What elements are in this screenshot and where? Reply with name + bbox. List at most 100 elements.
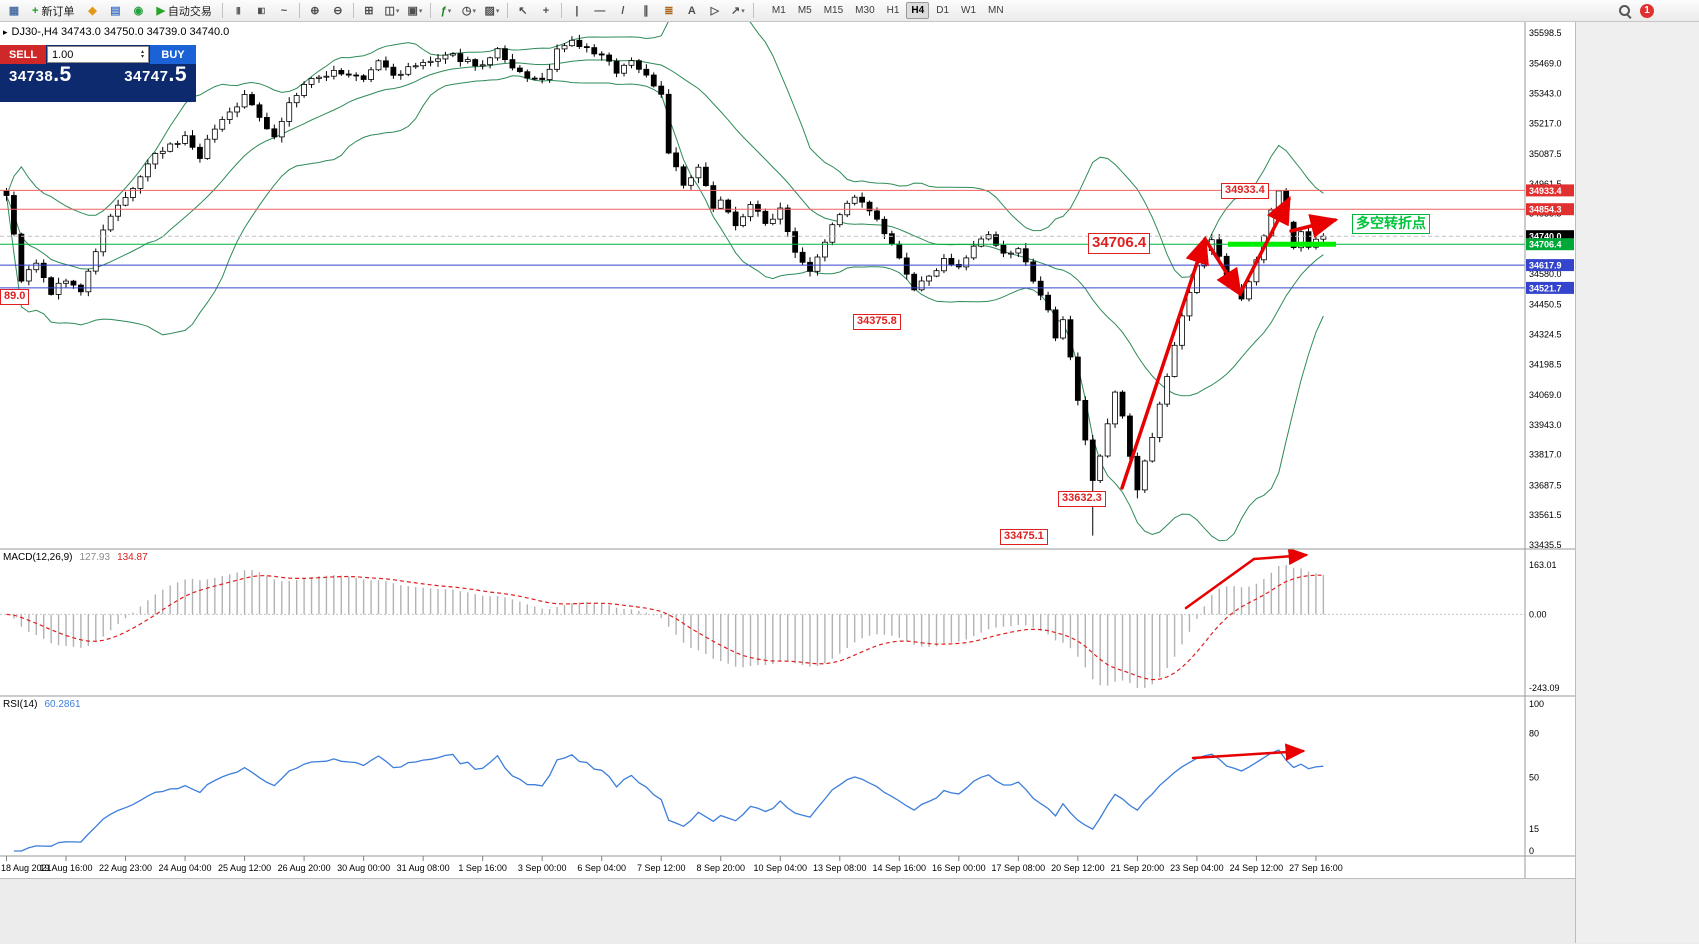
cursor-icon-glyph: ↖ [518, 5, 528, 17]
timeframe-m15[interactable]: M15 [823, 5, 844, 16]
svg-text:7 Sep 12:00: 7 Sep 12:00 [637, 863, 686, 873]
timeframe-m5[interactable]: M5 [797, 5, 812, 16]
svg-text:34706.4: 34706.4 [1529, 240, 1562, 250]
indicators-icon-glyph: ƒ [440, 4, 447, 17]
spinner-down-icon[interactable]: ▾ [140, 53, 144, 60]
volume-stepper[interactable]: 1.00 ▴ ▾ [47, 46, 149, 63]
bollinger-lower-band [6, 75, 1324, 542]
crosshair-icon[interactable]: + [535, 1, 557, 21]
svg-text:35598.5: 35598.5 [1529, 28, 1562, 38]
price-callout: 89.0 [0, 289, 30, 305]
search-icon[interactable] [1618, 4, 1632, 18]
profiles-icon[interactable]: ▤ [104, 1, 126, 21]
timeframe-m1[interactable]: M1 [771, 5, 786, 16]
cursor-icon[interactable]: ↖ [512, 1, 534, 21]
rsi-name: RSI(14) [3, 699, 38, 710]
price-chart[interactable]: 35598.5 35469.0 35343.0 35217.0 35087.5 34961… [0, 22, 1575, 878]
svg-text:26 Aug 20:00: 26 Aug 20:00 [278, 863, 331, 873]
mql5-market-icon[interactable]: ◆ [81, 1, 103, 21]
svg-text:34854.3: 34854.3 [1529, 205, 1562, 215]
macd-name: MACD(12,26,9) [3, 552, 73, 563]
buy-button[interactable]: BUY [150, 45, 196, 64]
arrow-objects-icon[interactable]: ↗ ▾ [727, 1, 749, 21]
rsi-line [13, 749, 1324, 852]
buy-price[interactable]: 34747.5 [124, 64, 187, 85]
timeframe-mn[interactable]: MN [988, 5, 1004, 16]
spinner-up-icon[interactable]: ▴ [140, 48, 144, 55]
svg-text:19 Aug 16:00: 19 Aug 16:00 [39, 863, 92, 873]
one-click-collapse-icon[interactable]: ▸ [3, 26, 8, 37]
tile-windows-icon[interactable]: ⊞ [358, 1, 380, 21]
label-icon[interactable]: ▷ [704, 1, 726, 21]
auto-trading-button-glyph: ▶ [156, 5, 165, 17]
fibonacci-icon[interactable]: ≣ [658, 1, 680, 21]
notification-badge[interactable]: 1 [1640, 3, 1654, 18]
svg-text:3 Sep 00:00: 3 Sep 00:00 [518, 863, 567, 873]
timeframe-h1[interactable]: H1 [886, 5, 900, 16]
toolbar-separator [506, 3, 508, 18]
svg-text:34324.5: 34324.5 [1529, 330, 1562, 340]
cascade-windows-icon[interactable]: ◫ ▾ [381, 1, 403, 21]
macd-trend-arrow [1184, 549, 1309, 610]
main-toolbar: ▦ + 新订单 ◆ ▤ ◉ ▶ 自动交易 ||| ▮▯ ~ ⊕ ⊖ ⊞ ◫ ▾ ▣ ▾ ƒ ▾ ◷ ▾ ▨ ▾ ↖ + | — / ∥ ≣ A… [0, 0, 1699, 22]
price-callout: 34375.8 [853, 314, 901, 330]
horizontal-line-icon[interactable]: — [589, 1, 611, 21]
svg-text:0: 0 [1529, 846, 1534, 856]
channel-icon[interactable]: ∥ [635, 1, 657, 21]
chart-window[interactable]: 35598.5 35469.0 35343.0 35217.0 35087.5 34961… [0, 22, 1575, 878]
volume-value[interactable]: 1.00 [52, 48, 74, 61]
auto-trading-button[interactable]: ▶ 自动交易 [150, 1, 217, 21]
svg-text:17 Sep 08:00: 17 Sep 08:00 [992, 863, 1046, 873]
axis-price-tag [1526, 281, 1574, 294]
toolbar-separator [352, 3, 354, 18]
ohlc-bars-icon[interactable]: ||| [227, 1, 249, 21]
macd-signal-line [6, 574, 1324, 681]
indicators-icon[interactable]: ƒ ▾ [435, 1, 457, 21]
trend-arrow [1120, 235, 1209, 490]
templates-icon-glyph: ▨ [484, 5, 495, 17]
sell-price[interactable]: 34738.5 [9, 64, 72, 85]
trendline-icon[interactable]: / [612, 1, 634, 21]
svg-text:34961.5: 34961.5 [1529, 179, 1562, 189]
svg-text:13 Sep 08:00: 13 Sep 08:00 [813, 863, 867, 873]
sell-button[interactable]: SELL [0, 45, 46, 64]
timeframe-d1[interactable]: D1 [936, 5, 950, 16]
rsi-value: 60.2861 [44, 699, 81, 710]
macd-indicator-label: MACD(12,26,9) 127.93 134.87 [3, 552, 148, 563]
toolbar-separator [429, 3, 431, 18]
svg-text:34617.9: 34617.9 [1529, 261, 1562, 271]
templates-icon[interactable]: ▨ ▾ [481, 1, 503, 21]
timeframe-w1[interactable]: W1 [961, 5, 977, 16]
timeframe-m30[interactable]: M30 [855, 5, 875, 16]
arrange-windows-icon[interactable]: ▣ ▾ [404, 1, 426, 21]
price-callout: 33475.1 [1000, 529, 1048, 545]
vertical-line-icon[interactable]: | [566, 1, 588, 21]
macd-value: 127.93 [79, 552, 111, 563]
zoom-out-icon[interactable]: ⊖ [327, 1, 349, 21]
svg-text:20 Sep 12:00: 20 Sep 12:00 [1051, 863, 1105, 873]
chart-symbol-icon[interactable]: ▦ [3, 1, 25, 21]
text-icon[interactable]: A [681, 1, 703, 21]
timeframe-h4[interactable]: H4 [906, 2, 930, 19]
candlestick-mode-icon[interactable]: ▮▯ [250, 1, 272, 21]
tile-windows-icon-glyph: ⊞ [364, 5, 374, 17]
svg-text:23 Sep 04:00: 23 Sep 04:00 [1170, 863, 1224, 873]
volume-spinner[interactable]: ▴ ▾ [140, 48, 144, 60]
buy-price-main: 34747 [124, 68, 169, 85]
svg-text:24 Aug 04:00: 24 Aug 04:00 [159, 863, 212, 873]
toolbar-separator [560, 3, 562, 18]
svg-text:50: 50 [1529, 773, 1539, 783]
rsi-trend-arrow [1191, 743, 1306, 761]
periods-icon[interactable]: ◷ ▾ [458, 1, 480, 21]
community-icon[interactable]: ◉ [127, 1, 149, 21]
price-callout: 34933.4 [1221, 183, 1269, 199]
price-axis[interactable]: 35598.5 35469.0 35343.0 35217.0 35087.5 34961… [1526, 28, 1574, 856]
toolbar-separator [298, 3, 300, 18]
rsi-panel-layer [13, 743, 1324, 852]
zoom-in-icon-glyph: ⊕ [310, 5, 320, 17]
zoom-in-icon[interactable]: ⊕ [304, 1, 326, 21]
svg-text:14 Sep 16:00: 14 Sep 16:00 [873, 863, 927, 873]
line-chart-mode-icon[interactable]: ~ [273, 1, 295, 21]
new-order-button[interactable]: + 新订单 [26, 1, 80, 21]
